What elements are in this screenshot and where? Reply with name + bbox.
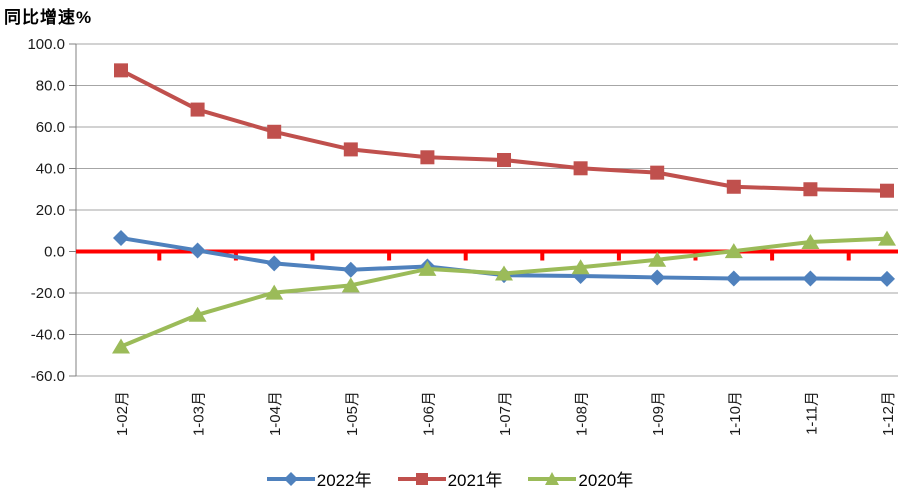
series-marker-2020 xyxy=(341,277,360,293)
x-tick-label: 1-12月 xyxy=(880,391,897,436)
legend-label-2022: 2022年 xyxy=(316,471,372,490)
legend-triangle-icon xyxy=(528,471,577,485)
series-marker-2021 xyxy=(573,161,588,176)
x-tick-label: 1-10月 xyxy=(727,391,744,436)
series-marker-2020 xyxy=(495,265,513,281)
series-marker-2021 xyxy=(497,152,511,167)
y-tick-label: 60.0 xyxy=(36,119,65,136)
series-marker-2020 xyxy=(724,243,743,259)
legend-item-2022: 2022年 xyxy=(266,466,372,491)
y-tick-label: 80.0 xyxy=(36,78,65,95)
series-marker-2021 xyxy=(114,63,128,78)
x-tick-label: 1-07月 xyxy=(497,391,514,436)
series-marker-2021 xyxy=(343,142,358,157)
series-marker-2022 xyxy=(649,269,666,286)
legend-item-2020: 2020年 xyxy=(528,466,633,491)
x-tick-label: 1-11月 xyxy=(803,391,820,435)
x-tick-label: 1-05月 xyxy=(344,391,361,436)
y-tick-label: -40.0 xyxy=(31,327,65,344)
series-marker-2020 xyxy=(112,338,130,354)
x-tick-label: 1-02月 xyxy=(114,391,131,436)
y-tick-label: -20.0 xyxy=(31,285,65,302)
x-tick-label: 1-06月 xyxy=(420,391,437,436)
x-tick-label: 1-03月 xyxy=(191,391,208,436)
series-marker-2021 xyxy=(726,179,741,194)
series-marker-2021 xyxy=(650,165,665,180)
y-tick-label: 40.0 xyxy=(36,161,65,178)
series-marker-2022 xyxy=(725,270,742,287)
series-marker-2021 xyxy=(267,124,282,139)
y-tick-label: 20.0 xyxy=(36,202,65,219)
series-marker-2020 xyxy=(571,259,590,275)
chart-title: 同比增速% xyxy=(4,8,93,27)
series-marker-2021 xyxy=(420,150,435,165)
series-marker-2020 xyxy=(188,306,207,322)
series-marker-2020 xyxy=(265,284,284,300)
series-marker-2021 xyxy=(880,183,894,198)
series-marker-2022 xyxy=(802,270,819,287)
series-line-2021 xyxy=(120,68,888,193)
series-marker-2022 xyxy=(189,242,206,259)
series-marker-2021 xyxy=(190,102,205,117)
x-tick-label: 1-04月 xyxy=(267,391,284,436)
x-tick-label: 1-08月 xyxy=(574,391,591,436)
series-marker-2020 xyxy=(418,260,437,276)
y-tick-label: 0.0 xyxy=(44,244,65,261)
legend-diamond-icon xyxy=(266,471,315,486)
x-tick-label: 1-09月 xyxy=(650,391,667,436)
legend-item-2021: 2021年 xyxy=(397,466,503,491)
series-marker-2020 xyxy=(878,230,896,246)
legend-label-2020: 2020年 xyxy=(578,471,634,490)
legend-square-icon xyxy=(397,472,446,485)
series-marker-2022 xyxy=(879,270,895,287)
y-tick-label: -60.0 xyxy=(31,368,65,385)
series-marker-2022 xyxy=(113,230,129,247)
legend-label-2021: 2021年 xyxy=(447,471,503,490)
series-marker-2020 xyxy=(648,251,667,267)
series-marker-2021 xyxy=(803,182,818,197)
series-marker-2020 xyxy=(801,233,820,249)
series-marker-2022 xyxy=(342,261,359,278)
legend: 2022年 2021年 2020年 xyxy=(0,466,900,491)
y-tick-label: 100.0 xyxy=(27,36,65,53)
series-marker-2022 xyxy=(266,255,283,272)
